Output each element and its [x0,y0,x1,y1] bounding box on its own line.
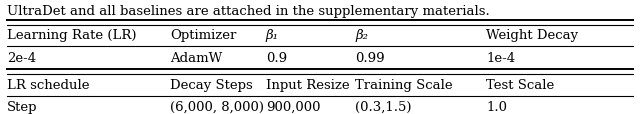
Text: 0.9: 0.9 [266,51,287,64]
Text: 1.0: 1.0 [486,100,507,113]
Text: β₂: β₂ [355,29,368,42]
Text: Test Scale: Test Scale [486,78,554,91]
Text: 2e-4: 2e-4 [7,51,36,64]
Text: UltraDet and all baselines are attached in the supplementary materials.: UltraDet and all baselines are attached … [7,5,490,18]
Text: Learning Rate (LR): Learning Rate (LR) [7,29,136,42]
Text: Decay Steps: Decay Steps [170,78,253,91]
Text: 900,000: 900,000 [266,100,320,113]
Text: Training Scale: Training Scale [355,78,452,91]
Text: Step: Step [7,100,38,113]
Text: (0.3,1.5): (0.3,1.5) [355,100,412,113]
Text: 0.99: 0.99 [355,51,385,64]
Text: (6,000, 8,000): (6,000, 8,000) [170,100,264,113]
Text: 1e-4: 1e-4 [486,51,515,64]
Text: LR schedule: LR schedule [7,78,90,91]
Text: Optimizer: Optimizer [170,29,236,42]
Text: Weight Decay: Weight Decay [486,29,578,42]
Text: Input Resize: Input Resize [266,78,349,91]
Text: β₁: β₁ [266,29,278,42]
Text: AdamW: AdamW [170,51,222,64]
